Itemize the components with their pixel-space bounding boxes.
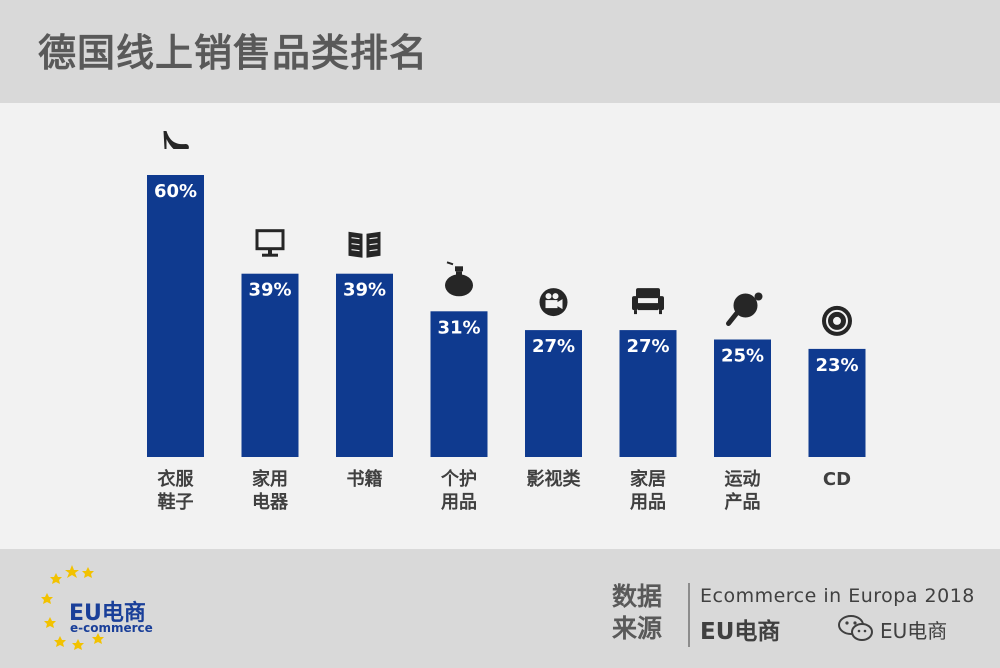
source-label-line1: 数据 bbox=[612, 582, 663, 611]
source-brand: EU电商 bbox=[700, 619, 781, 645]
category-label: 个护 bbox=[440, 468, 477, 490]
category-label: 鞋子 bbox=[158, 491, 194, 513]
logo-subtext: e-commerce bbox=[70, 621, 153, 635]
category-label: 影视类 bbox=[527, 468, 582, 490]
perfume-bottle-icon bbox=[445, 261, 473, 297]
bar bbox=[525, 330, 582, 457]
category-label: 用品 bbox=[441, 492, 477, 513]
bar-value-label: 23% bbox=[815, 355, 858, 376]
bar bbox=[241, 273, 299, 457]
bar bbox=[147, 175, 204, 457]
category-label: 书籍 bbox=[347, 468, 383, 490]
cd-disc-icon bbox=[822, 305, 852, 336]
category-label: CD bbox=[823, 469, 851, 490]
eu-stars-icon bbox=[41, 565, 104, 650]
bar-value-label: 27% bbox=[626, 336, 669, 357]
chart-title: 德国线上销售品类排名 bbox=[38, 31, 429, 75]
bar-value-label: 31% bbox=[437, 317, 480, 338]
source-name: Ecommerce in Europa 2018 bbox=[700, 585, 975, 607]
category-label: 家用 bbox=[252, 468, 288, 490]
category-label: 电器 bbox=[252, 491, 289, 513]
wechat-icon bbox=[838, 615, 873, 641]
bar-value-label: 27% bbox=[532, 336, 575, 357]
high-heel-shoe-icon bbox=[163, 131, 189, 149]
logo-text: EU电商 bbox=[69, 601, 146, 626]
bar bbox=[430, 311, 488, 457]
eu-ecommerce-logo: EU电商 e-commerce bbox=[38, 559, 178, 659]
plot-area: 60% 衣服 鞋子 39% 家用 电器 39% 书籍 31% 个护 用品 27% 影视类 27% 家居 用品 2… bbox=[0, 103, 1000, 549]
category-label: 家居 bbox=[630, 468, 666, 490]
armchair-icon bbox=[632, 288, 664, 315]
source-label: 数据 来源 bbox=[612, 581, 676, 645]
source-label-line2: 来源 bbox=[612, 614, 663, 643]
ping-pong-paddle-icon bbox=[726, 292, 763, 326]
footer-band: EU电商 e-commerce 数据 来源 Ecommerce in Europ… bbox=[0, 549, 1000, 668]
wechat-account: EU电商 bbox=[836, 613, 996, 643]
category-label: 用品 bbox=[630, 492, 666, 513]
category-label: 运动 bbox=[725, 469, 761, 490]
film-camera-icon bbox=[539, 288, 568, 317]
bar bbox=[714, 339, 771, 457]
bar-value-label: 39% bbox=[248, 280, 291, 301]
category-label: 产品 bbox=[725, 491, 761, 513]
bar bbox=[808, 348, 866, 457]
bar-value-label: 60% bbox=[154, 181, 197, 202]
category-label: 衣服 bbox=[158, 468, 195, 490]
bar bbox=[336, 273, 393, 457]
bar-chart: 60%衣服鞋子39%家用电器39%书籍31%个护用品27%影视类27%家居用品2… bbox=[147, 131, 866, 513]
bar-value-label: 39% bbox=[343, 280, 386, 301]
book-icon bbox=[348, 231, 381, 258]
bar bbox=[619, 330, 677, 457]
source-divider bbox=[688, 583, 690, 647]
monitor-icon bbox=[255, 229, 285, 257]
header-band: 德国线上销售品类排名 bbox=[0, 0, 1000, 103]
wechat-name: EU电商 bbox=[880, 619, 948, 643]
bar-value-label: 25% bbox=[721, 346, 764, 367]
